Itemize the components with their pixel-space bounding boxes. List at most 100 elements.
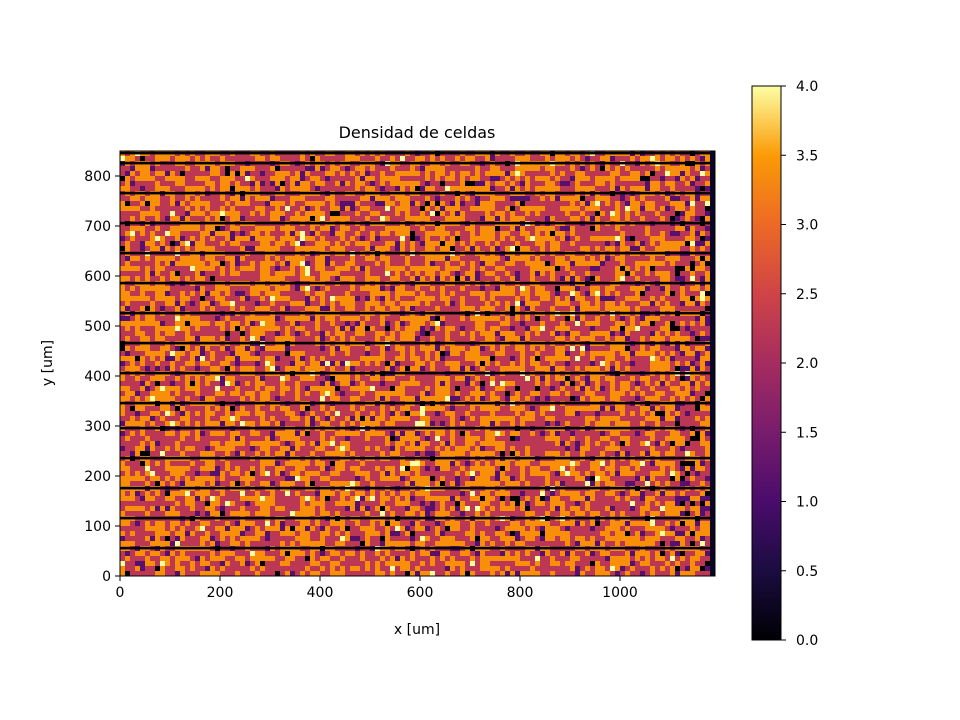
heatmap-cell: [335, 211, 341, 217]
heatmap-cell: [630, 236, 636, 242]
heatmap-cell: [470, 196, 476, 202]
heatmap-cell: [535, 306, 541, 312]
heatmap-cell: [445, 246, 451, 252]
heatmap-cell: [120, 211, 126, 217]
heatmap-cell: [380, 166, 386, 172]
heatmap-cell: [705, 171, 711, 177]
heatmap-cell: [575, 256, 581, 262]
heatmap-cell: [455, 166, 461, 172]
heatmap-cell: [175, 276, 181, 282]
heatmap-cell: [145, 356, 151, 362]
heatmap-cell: [225, 326, 231, 332]
heatmap-cell: [380, 211, 386, 217]
heatmap-cell: [415, 166, 421, 172]
heatmap-cell: [325, 351, 331, 357]
heatmap-cell: [550, 231, 556, 237]
heatmap-cell: [245, 326, 251, 332]
heatmap-cell: [500, 226, 506, 232]
heatmap-cell: [500, 216, 506, 222]
heatmap-cell: [555, 181, 561, 187]
heatmap-cell: [655, 351, 661, 357]
heatmap-cell: [630, 181, 636, 187]
heatmap-cell: [220, 286, 226, 292]
heatmap-cell: [320, 166, 326, 172]
heatmap-cell: [705, 261, 711, 267]
heatmap-cell: [160, 201, 166, 207]
heatmap-cell: [630, 276, 636, 282]
heatmap-cell: [205, 316, 211, 322]
heatmap-cell: [250, 201, 256, 207]
heatmap-cell: [535, 186, 541, 192]
heatmap-cell: [415, 256, 421, 262]
heatmap-cell: [625, 231, 631, 237]
heatmap-cell: [205, 266, 211, 272]
heatmap-cell: [340, 296, 346, 302]
heatmap-cell: [120, 266, 126, 272]
heatmap-cell: [645, 301, 651, 307]
heatmap-cell: [335, 316, 341, 322]
heatmap-cell: [225, 236, 231, 242]
heatmap-cell: [625, 351, 631, 357]
heatmap-cell: [395, 351, 401, 357]
heatmap-cell: [130, 211, 136, 217]
heatmap-cell: [125, 256, 131, 262]
heatmap-cell: [190, 316, 196, 322]
heatmap-cell: [545, 266, 551, 272]
heatmap-cell: [165, 246, 171, 252]
heatmap-cell: [130, 356, 136, 362]
heatmap-cell: [460, 226, 466, 232]
heatmap-cell: [220, 346, 226, 352]
heatmap-cell: [455, 226, 461, 232]
heatmap-cell: [620, 176, 626, 182]
heatmap-cell: [660, 326, 666, 332]
heatmap-cell: [630, 301, 636, 307]
heatmap-cell: [505, 241, 511, 247]
heatmap-cell: [350, 171, 356, 177]
heatmap-cell: [130, 346, 136, 352]
heatmap-cell: [700, 316, 706, 322]
heatmap-cell: [645, 166, 651, 172]
heatmap-cell: [135, 166, 141, 172]
heatmap-cell: [145, 246, 151, 252]
heatmap-cell: [225, 211, 231, 217]
heatmap-cell: [485, 256, 491, 262]
heatmap-cell: [460, 351, 466, 357]
heatmap-cell: [585, 201, 591, 207]
heatmap-cell: [550, 291, 556, 297]
heatmap-cell: [445, 326, 451, 332]
heatmap-cell: [630, 171, 636, 177]
heatmap-cell: [140, 296, 146, 302]
heatmap-cell: [205, 181, 211, 187]
heatmap-cell: [660, 291, 666, 297]
heatmap-cell: [555, 306, 561, 312]
heatmap-cell: [405, 231, 411, 237]
heatmap-cell: [360, 246, 366, 252]
heatmap-cell: [195, 261, 201, 267]
heatmap-cell: [695, 331, 701, 337]
heatmap-cell: [310, 346, 316, 352]
heatmap-cell: [500, 351, 506, 357]
heatmap-cell: [520, 156, 526, 162]
heatmap-cell: [565, 291, 571, 297]
heatmap-cell: [275, 351, 281, 357]
heatmap-cell: [445, 351, 451, 357]
heatmap-cell: [550, 261, 556, 267]
heatmap-cell: [430, 196, 436, 202]
heatmap-cell: [520, 216, 526, 222]
heatmap-cell: [145, 286, 151, 292]
heatmap-cell: [200, 296, 206, 302]
heatmap-cell: [335, 261, 341, 267]
heatmap-cell: [330, 346, 336, 352]
heatmap-cell: [405, 196, 411, 202]
heatmap-cell: [165, 296, 171, 302]
heatmap-cell: [330, 276, 336, 282]
heatmap-cell: [525, 291, 531, 297]
heatmap-cell: [245, 156, 251, 162]
heatmap-cell: [190, 346, 196, 352]
heatmap-cell: [270, 231, 276, 237]
chart-title: Densidad de celdas: [339, 123, 496, 142]
heatmap-cell: [255, 246, 261, 252]
heatmap-cell: [400, 356, 406, 362]
heatmap-cell: [205, 336, 211, 342]
heatmap-cell: [165, 346, 171, 352]
